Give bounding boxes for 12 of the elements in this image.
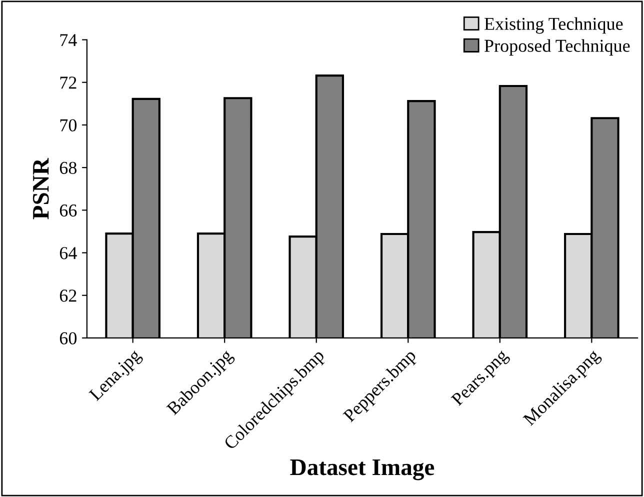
- y-tick-label: 68: [60, 162, 77, 174]
- y-tick-label: 62: [60, 290, 76, 302]
- y-tick-label: 66: [60, 204, 77, 217]
- y-tick-label: 72: [60, 76, 76, 89]
- y-axis-title: PSNR: [32, 158, 49, 220]
- legend-label: Proposed Technique: [484, 39, 630, 56]
- x-axis-title: Dataset Image: [290, 460, 434, 480]
- y-tick-label: 64: [60, 247, 77, 260]
- y-tick-label: 70: [60, 119, 77, 132]
- y-tick-label: 60: [60, 332, 77, 344]
- y-tick-label: 74: [60, 34, 77, 46]
- legend-label: Existing Technique: [484, 17, 623, 34]
